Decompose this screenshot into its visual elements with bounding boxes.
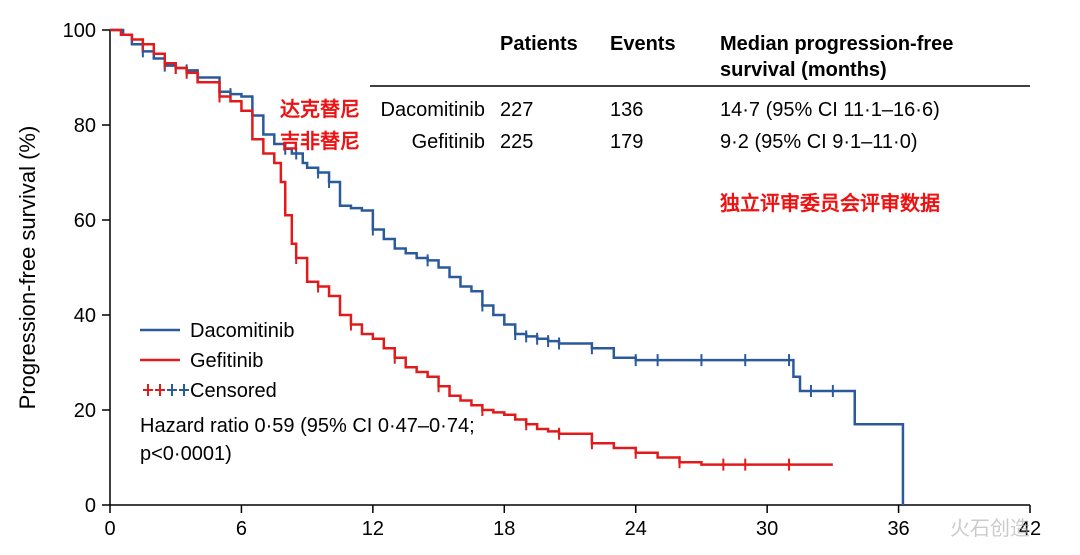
drug-name: Dacomitinib bbox=[381, 99, 485, 121]
watermark-text: 火石创造 bbox=[950, 517, 1030, 540]
table-footer-note: 独立评审委员会评审数据 bbox=[720, 191, 940, 215]
legend-label: Gefitinib bbox=[190, 350, 263, 372]
table-header-median1: Median progression-free bbox=[720, 33, 953, 55]
x-tick-label: 0 bbox=[104, 518, 115, 540]
drug-name: Gefitinib bbox=[412, 131, 485, 153]
events-value: 179 bbox=[610, 131, 643, 153]
y-tick-label: 40 bbox=[74, 305, 96, 327]
median-value: 9·2 (95% CI 9·1–11·0) bbox=[720, 131, 918, 153]
drug-cn-label: 吉非替尼 bbox=[280, 129, 360, 153]
x-tick-label: 36 bbox=[887, 518, 909, 540]
y-tick-label: 80 bbox=[74, 115, 96, 137]
table-header-patients: Patients bbox=[500, 33, 578, 55]
table-header-events: Events bbox=[610, 33, 676, 55]
y-tick-label: 0 bbox=[85, 495, 96, 517]
km-chart-container: 02040608010006121824303642Progression-fr… bbox=[0, 0, 1080, 555]
drug-cn-label: 达克替尼 bbox=[280, 97, 360, 121]
x-tick-label: 18 bbox=[493, 518, 515, 540]
y-tick-label: 100 bbox=[63, 20, 96, 42]
y-tick-label: 60 bbox=[74, 210, 96, 232]
y-axis-label: Progression-free survival (%) bbox=[15, 126, 40, 410]
x-tick-label: 24 bbox=[625, 518, 647, 540]
hazard-ratio-text: Hazard ratio 0·59 (95% CI 0·47–0·74; bbox=[140, 415, 475, 437]
patients-value: 227 bbox=[500, 99, 533, 121]
patients-value: 225 bbox=[500, 131, 533, 153]
hazard-pvalue-text: p<0·0001) bbox=[140, 443, 232, 465]
table-header-median2: survival (months) bbox=[720, 59, 887, 81]
legend-label: Censored bbox=[190, 380, 277, 402]
km-chart-svg: 02040608010006121824303642Progression-fr… bbox=[0, 0, 1080, 555]
median-value: 14·7 (95% CI 11·1–16·6) bbox=[720, 99, 940, 121]
y-tick-label: 20 bbox=[74, 400, 96, 422]
x-tick-label: 6 bbox=[236, 518, 247, 540]
legend-label: Dacomitinib bbox=[190, 320, 294, 342]
x-tick-label: 12 bbox=[362, 518, 384, 540]
events-value: 136 bbox=[610, 99, 643, 121]
x-tick-label: 30 bbox=[756, 518, 778, 540]
